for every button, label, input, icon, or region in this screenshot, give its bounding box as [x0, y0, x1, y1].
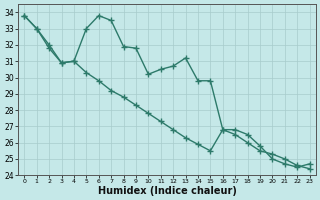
X-axis label: Humidex (Indice chaleur): Humidex (Indice chaleur) [98, 186, 236, 196]
